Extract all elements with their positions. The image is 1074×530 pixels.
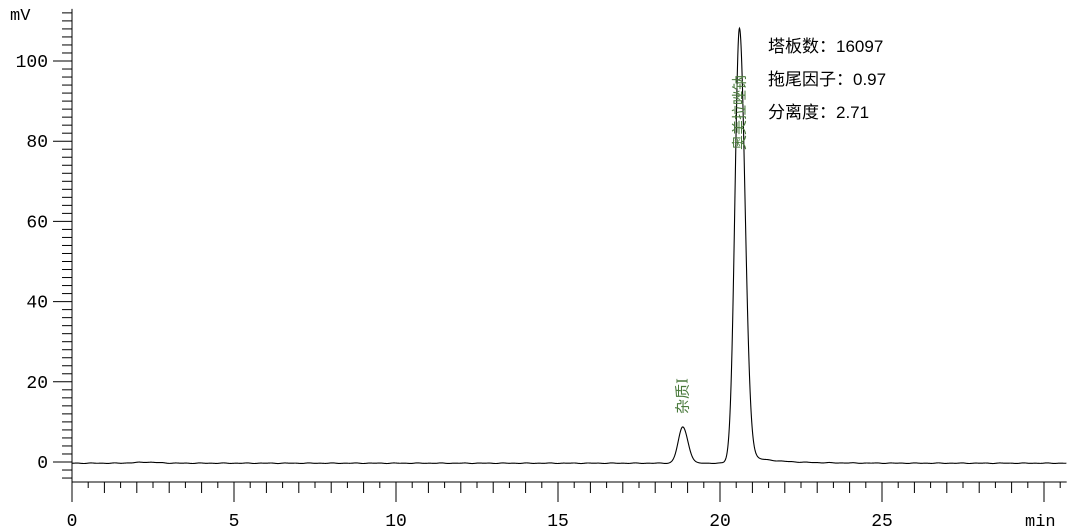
y-axis-unit-label: mV: [10, 7, 31, 26]
y-tick-label: 0: [37, 454, 48, 474]
x-tick-label: 20: [709, 512, 731, 530]
x-tick-label: 25: [871, 512, 893, 530]
peak-labels: 杂质I 奥美拉唑钠: [674, 75, 749, 414]
y-tick-label: 100: [16, 53, 48, 73]
x-tick-label: 15: [547, 512, 569, 530]
x-tick-label: 0: [67, 512, 78, 530]
peak-label: 奥美拉唑钠: [730, 75, 748, 150]
x-axis-unit-label: min: [1025, 513, 1056, 530]
ticks: [53, 12, 1061, 502]
annotation-plate-count: 塔板数：16097: [768, 37, 883, 56]
y-tick-label: 20: [26, 374, 48, 394]
chromatogram-trace: [72, 26, 1067, 465]
y-tick-label: 40: [26, 294, 48, 314]
x-tick-label: 5: [229, 512, 240, 530]
y-tick-label: 80: [26, 133, 48, 153]
peak-label: 杂质I: [674, 378, 692, 414]
axes: [71, 8, 1067, 483]
annotation-resolution: 分离度：2.71: [768, 103, 869, 122]
y-tick-label: 60: [26, 213, 48, 233]
tick-labels: 0 20 40 60 80 100 0 5 10 15 20 25: [16, 53, 893, 530]
annotation-tailing-factor: 拖尾因子：0.97: [768, 70, 886, 89]
x-tick-label: 10: [385, 512, 407, 530]
